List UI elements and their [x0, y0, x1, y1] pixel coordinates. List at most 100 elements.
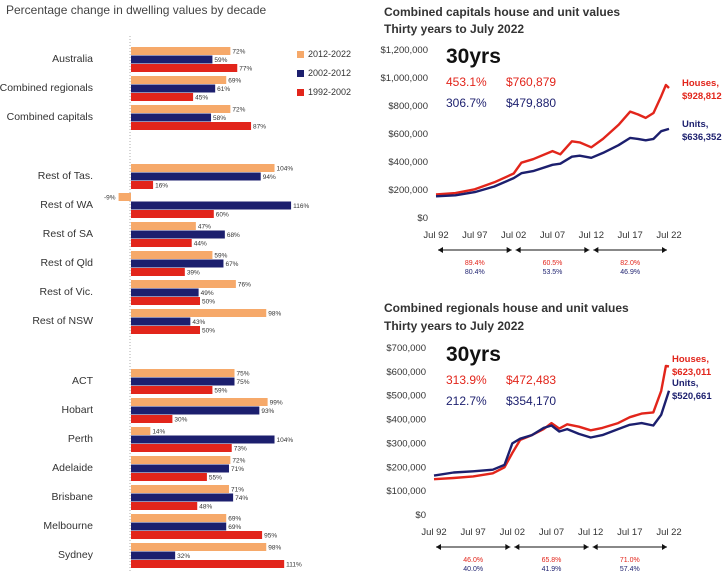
bar-value-label: 16%	[155, 183, 168, 190]
bar-value-label: 104%	[277, 437, 294, 444]
bar-value-label: 73%	[234, 446, 247, 453]
period-unit-growth: 46.9%	[620, 269, 640, 276]
legend-swatch-2002-2012	[297, 70, 304, 77]
bar-value-label: 99%	[270, 400, 283, 407]
unit-growth: 212.7%	[446, 394, 487, 408]
bar-value-label: 71%	[231, 487, 244, 494]
bar-1992-2002	[131, 239, 192, 247]
y-tick-label: $700,000	[386, 343, 426, 354]
bar-value-label: 67%	[225, 261, 238, 268]
x-tick-label: Jul 07	[539, 527, 564, 538]
y-tick-label: $600,000	[386, 367, 426, 378]
series-line-Units	[435, 127, 670, 198]
bar-value-label: 48%	[199, 504, 212, 511]
bar-value-label: 44%	[194, 241, 207, 248]
bar-1992-2002	[131, 386, 213, 394]
regionals-line-chart: $0 $100,000 $200,000 $300,000 $400,000 $500,0…	[386, 343, 712, 573]
bar-value-label: 95%	[264, 533, 277, 540]
unit-change: $479,880	[506, 96, 556, 110]
bar-value-label: 47%	[198, 224, 211, 231]
period-arrow-head-right	[662, 544, 667, 550]
x-tick-label: Jul 02	[501, 230, 526, 241]
units-end-value: $520,661	[672, 391, 712, 402]
legend-swatch-1992-2002	[297, 89, 304, 96]
x-tick-label: Jul 07	[540, 230, 565, 241]
houses-end-label: Houses,	[672, 354, 709, 365]
y-tick-label: $500,000	[386, 391, 426, 402]
bar-category-label: Brisbane	[52, 491, 94, 503]
bar-value-label: 72%	[232, 107, 245, 114]
period-arrow-head-right	[506, 247, 512, 253]
bar-1992-2002	[131, 181, 154, 189]
units-end-label: Units,	[672, 378, 698, 389]
bar-1992-2002	[131, 502, 198, 510]
x-tick-label: Jul 92	[421, 527, 446, 538]
x-tick-label: Jul 97	[460, 527, 485, 538]
bar-category-label: Melbourne	[43, 520, 93, 532]
period-unit-growth: 41.9%	[542, 566, 562, 573]
bar-2012-2022	[131, 398, 268, 406]
bar-value-label: 94%	[263, 174, 276, 181]
bar-1992-2002	[131, 415, 173, 423]
bar-category-label: Rest of WA	[40, 199, 93, 211]
y-tick-label: $0	[415, 510, 426, 521]
bar-2002-2012	[131, 288, 199, 297]
bar-value-label: 69%	[228, 78, 241, 85]
bar-value-label: 71%	[231, 466, 244, 473]
bar-2002-2012	[131, 493, 234, 502]
x-tick-label: Jul 92	[423, 230, 448, 241]
unit-change: $354,170	[506, 394, 556, 408]
bar-value-label: 116%	[293, 203, 309, 210]
bar-value-label: 59%	[214, 388, 227, 395]
period-arrow-head-left	[514, 544, 520, 550]
period-unit-growth: 53.5%	[543, 269, 563, 276]
bar-category-label: Rest of Qld	[40, 257, 93, 269]
bar-1992-2002	[131, 210, 214, 218]
bar-value-label: 69%	[228, 516, 241, 523]
bar-2002-2012	[131, 230, 225, 239]
period-arrow-head-right	[505, 544, 511, 550]
bar-category-label: Australia	[52, 53, 93, 65]
y-tick-label: $100,000	[386, 486, 426, 497]
house-growth: 313.9%	[446, 373, 487, 387]
bar-2012-2022	[131, 485, 229, 493]
bar-value-label: 77%	[239, 66, 252, 73]
x-tick-label: Jul 17	[617, 527, 642, 538]
period-house-growth: 71.0%	[620, 557, 640, 564]
bar-2002-2012	[131, 435, 275, 444]
bar-category-label: Combined capitals	[7, 111, 93, 123]
bar-value-label: 87%	[253, 124, 266, 131]
period-house-growth: 46.0%	[463, 557, 483, 564]
bar-value-label: 49%	[201, 290, 214, 297]
bar-value-label: 104%	[277, 166, 294, 173]
bar-value-label: 98%	[268, 311, 281, 318]
bar-value-label: 75%	[237, 371, 250, 378]
regionals-chart-subtitle: Thirty years to July 2022	[384, 319, 524, 333]
bar-value-label: 98%	[268, 545, 281, 552]
big-period-label: 30yrs	[446, 45, 501, 68]
x-tick-label: Jul 12	[578, 527, 603, 538]
period-arrow-head-left	[592, 544, 598, 550]
bar-value-label: 50%	[202, 299, 215, 306]
bar-value-label: 76%	[238, 282, 251, 289]
period-arrow-head-left	[436, 544, 441, 550]
bar-value-label: 93%	[261, 408, 274, 415]
bar-2002-2012	[131, 377, 235, 386]
bar-2002-2012	[131, 406, 260, 415]
y-tick-label: $400,000	[388, 157, 428, 168]
bar-category-label: Rest of NSW	[32, 315, 93, 327]
bar-value-label: 55%	[209, 475, 222, 482]
bar-value-label: 74%	[235, 495, 248, 502]
bar-2002-2012	[131, 464, 229, 473]
bar-2002-2012	[131, 317, 191, 326]
bar-category-label: Combined regionals	[0, 82, 93, 94]
houses-end-label: Houses,	[682, 78, 719, 89]
bar-category-label: Rest of Tas.	[38, 170, 93, 182]
y-tick-label: $1,000,000	[380, 73, 428, 84]
bar-value-label: 43%	[192, 319, 205, 326]
y-tick-label: $1,200,000	[380, 45, 428, 56]
legend-label-2012-2022: 2012-2022	[308, 49, 351, 59]
bar-1992-2002	[131, 473, 207, 481]
bar-value-label: 30%	[174, 417, 187, 424]
x-tick-label: Jul 17	[617, 230, 642, 241]
